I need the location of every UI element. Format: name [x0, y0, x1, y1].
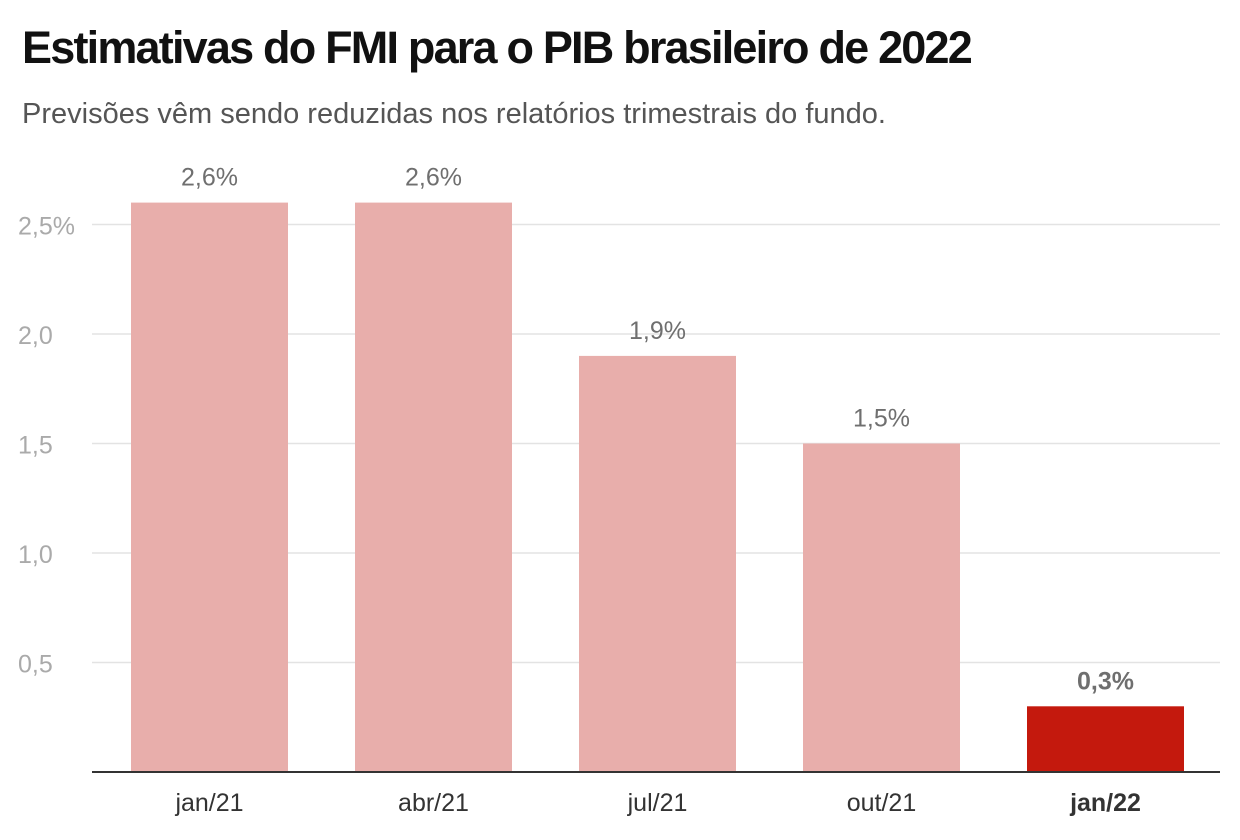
x-tick-label: jan/21	[174, 789, 243, 817]
bars	[131, 202, 1184, 773]
value-label: 2,6%	[181, 164, 238, 192]
value-label: 2,6%	[405, 164, 462, 192]
bar-jan-22	[1027, 706, 1184, 772]
bar-jan-21	[131, 202, 288, 773]
x-tick-label: abr/21	[398, 789, 469, 817]
chart-subtitle: Previsões vêm sendo reduzidas nos relató…	[22, 98, 886, 130]
y-tick-label: 2,5%	[18, 213, 75, 241]
bar-jul-21	[579, 355, 736, 772]
x-tick-label: jul/21	[627, 789, 688, 817]
y-tick-label: 0,5	[18, 651, 53, 679]
y-tick-label: 1,5	[18, 432, 53, 460]
bar-abr-21	[355, 202, 512, 773]
chart-title: Estimativas do FMI para o PIB brasileiro…	[22, 22, 973, 73]
y-tick-label: 2,0	[18, 322, 53, 350]
value-label: 1,9%	[629, 317, 686, 345]
axes: 0,5 1,0 1,5 2,0 2,5% jan/21 abr/21 jul/21 out/21…	[18, 213, 1220, 817]
x-tick-label: jan/22	[1069, 789, 1141, 817]
value-label: 1,5%	[853, 405, 910, 433]
y-tick-label: 1,0	[18, 541, 53, 569]
value-labels: 2,6% 2,6% 1,9% 1,5% 0,3%	[181, 164, 1134, 696]
bar-out-21	[803, 443, 960, 772]
value-label: 0,3%	[1077, 667, 1134, 695]
x-tick-label: out/21	[847, 789, 917, 817]
